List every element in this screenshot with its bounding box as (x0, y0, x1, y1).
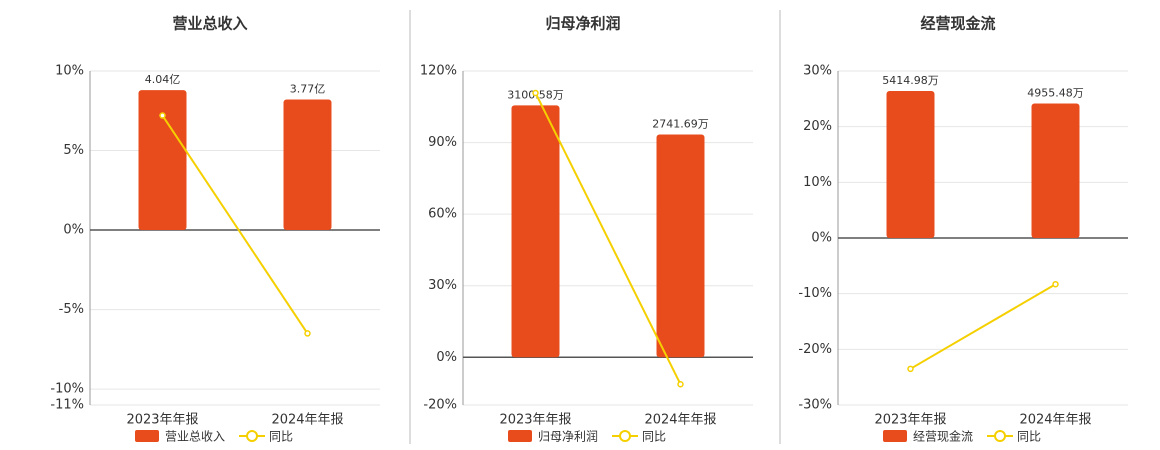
y-tick-label: 20% (803, 119, 832, 134)
legend-swatch (135, 430, 159, 442)
bar (656, 134, 705, 358)
legend-label: 同比 (1017, 430, 1041, 444)
chart-title: 经营现金流 (920, 15, 995, 33)
y-tick-label: -5% (59, 302, 84, 317)
y-tick-label: -30% (798, 398, 832, 413)
y-tick-label: -20% (423, 398, 457, 413)
y-tick-label: 0% (436, 350, 457, 365)
y-tick-label: 30% (803, 64, 832, 79)
bar (511, 105, 560, 358)
legend-swatch (994, 430, 1007, 442)
value-label: 5414.98万 (882, 74, 939, 87)
value-label: 4.04亿 (145, 73, 181, 86)
legend-label: 同比 (642, 430, 666, 444)
chart-title: 营业总收入 (172, 15, 247, 33)
line (161, 114, 309, 334)
y-tick-label: -10% (798, 286, 832, 301)
y-tick-label: -20% (798, 342, 832, 357)
x-tick-label: 2024年年报 (644, 413, 716, 428)
bar (138, 90, 187, 231)
line-point (159, 112, 166, 119)
bar (283, 99, 332, 231)
value-label: 3.77亿 (290, 82, 326, 95)
value-label: 4955.48万 (1027, 87, 1084, 100)
legend-label: 同比 (269, 430, 293, 444)
legend-swatch (883, 430, 907, 442)
line-point (304, 330, 311, 337)
line-point (907, 365, 914, 373)
chart-title: 归母净利润 (545, 15, 620, 33)
x-tick-label: 2024年年报 (271, 413, 343, 428)
legend-swatch (246, 430, 259, 442)
y-tick-label: 10% (803, 175, 832, 190)
x-tick-label: 2024年年报 (1019, 413, 1091, 428)
line-point (1052, 280, 1059, 288)
value-label: 2741.69万 (652, 118, 709, 131)
legend-swatch (508, 430, 532, 442)
line-point (677, 380, 684, 388)
bar (886, 91, 935, 238)
bar (1031, 103, 1080, 238)
legend-label: 经营现金流 (913, 429, 973, 444)
y-tick-label: 30% (428, 278, 457, 293)
legend-label: 归母净利润 (538, 430, 598, 444)
y-tick-label: -10% (50, 382, 84, 397)
x-tick-label: 2023年年报 (874, 413, 946, 428)
legend-swatch (619, 430, 632, 442)
y-tick-label: 5% (63, 143, 84, 158)
y-tick-label: 0% (63, 223, 84, 238)
y-tick-label: 120% (420, 64, 457, 79)
line (534, 92, 682, 385)
y-tick-label: 0% (811, 231, 832, 246)
line (909, 283, 1057, 370)
y-tick-label: 60% (428, 207, 457, 222)
y-tick-label: 90% (428, 135, 457, 150)
line-point (532, 89, 539, 97)
y-tick-label: 10% (55, 64, 84, 79)
y-tick-label: -11% (50, 398, 84, 413)
x-tick-label: 2023年年报 (126, 413, 198, 428)
x-tick-label: 2023年年报 (499, 413, 571, 428)
legend-label: 营业总收入 (165, 430, 225, 444)
